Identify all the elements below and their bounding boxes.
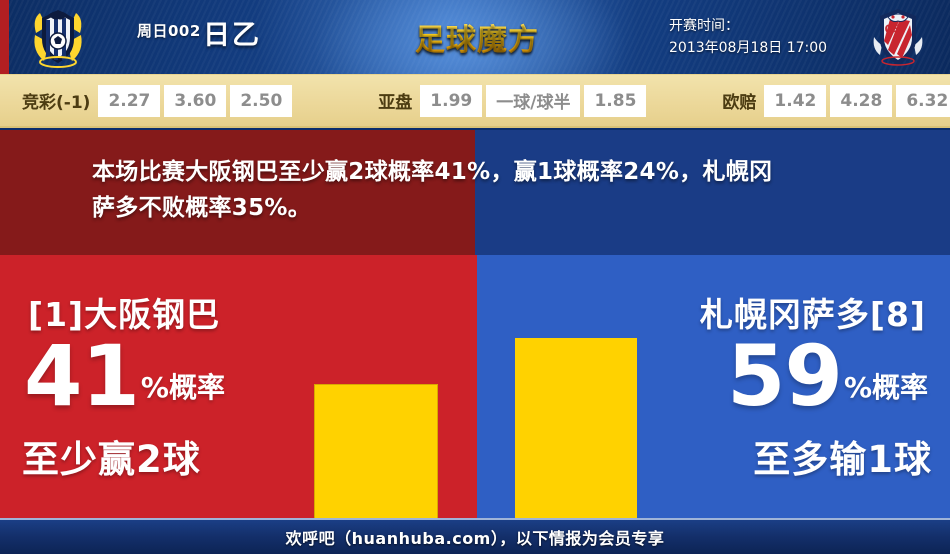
away-probability-bar (515, 337, 637, 518)
consadole-sapporo-crest-icon: CS (873, 9, 923, 66)
odds-bar: 竞彩(-1) 2.27 3.60 2.50 亚盘 1.99 一球/球半 1.85… (0, 74, 950, 128)
odds-group-title: 竞彩(-1) (22, 93, 91, 113)
away-team-panel: 札幌冈萨多[8] 59 %概率 至多输1球 (477, 255, 950, 518)
odds-group-title: 欧赔 (722, 93, 757, 113)
header-texture (0, 0, 950, 74)
probability-chart: [1]大阪钢巴 41 %概率 至少赢2球 札幌冈萨多[8] 59 %概率 至多输… (0, 255, 950, 518)
kickoff-label: 开赛时间： (669, 18, 739, 34)
header-glow (300, 0, 640, 74)
home-outcome-description: 至少赢2球 (22, 438, 201, 481)
odds-cell[interactable]: 一球/球半 (486, 84, 581, 117)
footer-text: 欢呼吧（huanhuba.com），以下情报为会员专享 (285, 529, 665, 548)
odds-group-jingcai: 竞彩(-1) 2.27 3.60 2.50 (22, 84, 293, 117)
home-team-panel: [1]大阪钢巴 41 %概率 至少赢2球 (0, 255, 477, 518)
odds-cell[interactable]: 2.27 (98, 84, 161, 117)
headline-band-left (0, 130, 475, 255)
headline-text: 本场比赛大阪钢巴至少赢2球概率41%，赢1球概率24%，札幌冈萨多不败概率35%… (92, 159, 773, 221)
home-percent-suffix: %概率 (140, 371, 225, 404)
odds-cell[interactable]: 1.42 (764, 84, 827, 117)
odds-cell[interactable]: 3.60 (164, 84, 227, 117)
away-percent-suffix: %概率 (843, 371, 928, 404)
odds-group-oupei: 欧赔 1.42 4.28 6.32 (722, 84, 950, 117)
odds-cell[interactable]: 6.32 (896, 84, 950, 117)
home-probability-bar (314, 384, 438, 518)
site-footer: 欢呼吧（huanhuba.com），以下情报为会员专享 (0, 518, 950, 554)
match-header: 周日002 日乙 足球魔方 开赛时间： 2013年08月18日 17:00 CS (0, 0, 950, 74)
odds-group-yapan: 亚盘 1.99 一球/球半 1.85 (378, 84, 647, 117)
svg-text:CS: CS (885, 22, 902, 36)
headline-band-right (475, 130, 950, 255)
odds-cell[interactable]: 1.99 (420, 84, 483, 117)
home-team-name: [1]大阪钢巴 (28, 295, 221, 334)
odds-cell[interactable]: 2.50 (230, 84, 293, 117)
away-outcome-description: 至多输1球 (753, 438, 932, 481)
kickoff-time: 2013年08月18日 17:00 (669, 40, 828, 56)
odds-cell[interactable]: 4.28 (830, 84, 893, 117)
away-probability-value: 59 %概率 (727, 327, 928, 425)
odds-cell[interactable]: 1.85 (584, 84, 647, 117)
odds-group-title: 亚盘 (378, 93, 413, 113)
brand-logo-text: 足球魔方 (398, 9, 556, 65)
away-percent-number: 59 (727, 327, 843, 425)
header-left-accent (0, 0, 9, 74)
match-number: 周日002 (137, 22, 201, 40)
home-probability-value: 41 %概率 (24, 327, 225, 425)
brand-logo[interactable]: 足球魔方 (398, 9, 556, 65)
league-name: 日乙 (203, 20, 261, 51)
kickoff-info: 开赛时间： 2013年08月18日 17:00 (669, 15, 827, 59)
gamba-osaka-crest-icon (34, 10, 82, 68)
away-team-name: 札幌冈萨多[8] (699, 295, 926, 334)
home-percent-number: 41 (24, 327, 140, 425)
headline-band: 本场比赛大阪钢巴至少赢2球概率41%，赢1球概率24%，札幌冈萨多不败概率35%… (0, 130, 950, 255)
